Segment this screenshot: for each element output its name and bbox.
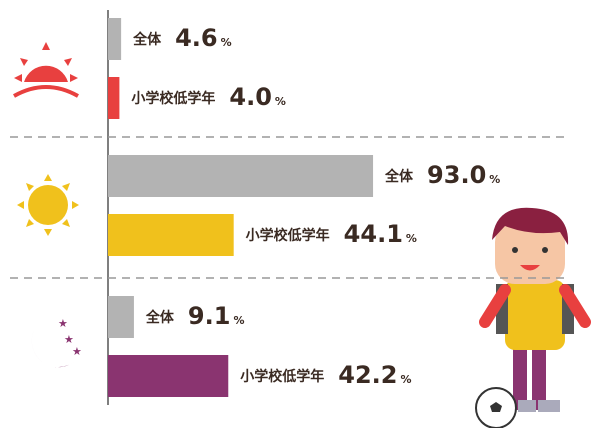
series-label: 全体 xyxy=(145,309,175,326)
series-label: 小学校低学年 xyxy=(240,368,324,385)
value-label: 9.1 xyxy=(188,302,231,330)
series-label: 小学校低学年 xyxy=(246,227,330,244)
value-unit: % xyxy=(221,36,232,49)
svg-text:★: ★ xyxy=(72,345,82,358)
value-label: 4.6 xyxy=(175,24,218,52)
value-label: 42.2 xyxy=(338,361,397,389)
value-label: 93.0 xyxy=(427,161,486,189)
value-unit: % xyxy=(233,314,244,327)
value-label: 44.1 xyxy=(344,220,403,248)
moon-icon: ★ ★ ★ xyxy=(32,317,82,367)
sun-icon xyxy=(17,174,79,236)
bar xyxy=(108,296,134,338)
value-label: 4.0 xyxy=(229,83,272,111)
bar xyxy=(108,155,373,197)
series-label: 小学校低学年 xyxy=(131,90,215,107)
chart: ★ ★ ★ 全体 4.6% 小学校低学年 4.0% 全体 93.0% 小学校低学年 44.1%… xyxy=(0,0,592,428)
value-unit: % xyxy=(400,373,411,386)
bar xyxy=(108,18,121,60)
series-label: 全体 xyxy=(384,168,414,185)
value-unit: % xyxy=(406,232,417,245)
bar xyxy=(108,355,228,397)
bar xyxy=(108,214,234,256)
value-unit: % xyxy=(275,95,286,108)
bar xyxy=(108,77,119,119)
child-illustration xyxy=(476,208,585,428)
svg-text:★: ★ xyxy=(58,317,68,330)
series-label: 全体 xyxy=(132,31,162,48)
sunrise-icon xyxy=(14,42,78,96)
value-unit: % xyxy=(489,173,500,186)
